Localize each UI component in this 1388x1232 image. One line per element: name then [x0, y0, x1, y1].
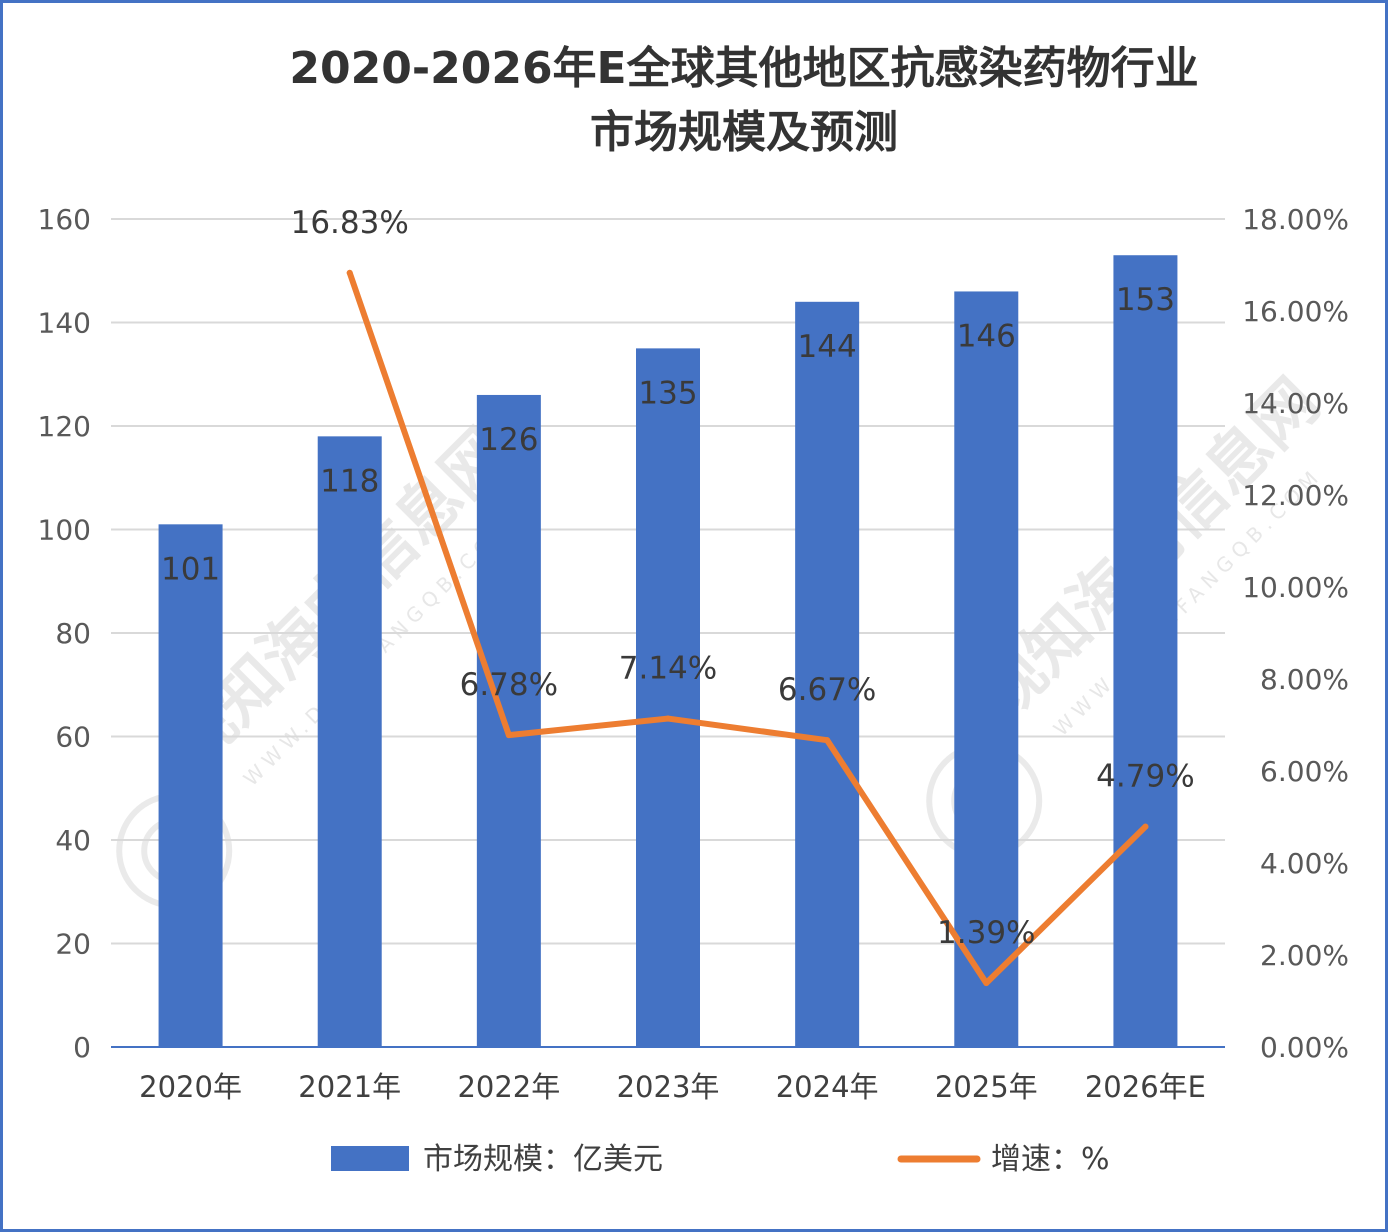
y-left-tick-label: 20 — [55, 928, 91, 961]
chart-canvas: 观知海内信息网WWW.DONGFANGQB.COM观知海内信息网WWW.DONG… — [38, 43, 1349, 1177]
y-right-tick-label: 0.00% — [1260, 1031, 1349, 1064]
y-right-tick-label: 6.00% — [1260, 755, 1349, 788]
y-right-tick-label: 8.00% — [1260, 663, 1349, 696]
x-tick-label: 2023年 — [617, 1070, 720, 1104]
bar-value-label: 126 — [479, 422, 538, 458]
y-left-tick-label: 160 — [38, 203, 91, 236]
y-right-tick-label: 4.00% — [1260, 847, 1349, 880]
bar — [476, 394, 541, 1047]
y-right-tick-label: 14.00% — [1242, 387, 1349, 420]
bar-value-label: 135 — [638, 375, 697, 411]
x-tick-label: 2024年 — [776, 1070, 879, 1104]
legend-item-bar: 市场规模：亿美元 — [331, 1142, 663, 1177]
x-tick-label: 2020年 — [139, 1070, 242, 1104]
x-tick-label: 2022年 — [457, 1070, 560, 1104]
line-value-label: 6.67% — [778, 672, 876, 708]
line-point — [983, 980, 990, 987]
x-tick-label: 2025年 — [935, 1070, 1038, 1104]
line-point — [1142, 823, 1149, 830]
y-left-tick-label: 120 — [38, 410, 91, 443]
x-tick-label: 2021年 — [298, 1070, 401, 1104]
bar — [158, 524, 223, 1047]
legend-label-bar: 市场规模：亿美元 — [423, 1142, 663, 1177]
axes: 0 20 40 60 80 100 120 140 160 0.00% 2.00% 4.00% 6.00… — [38, 203, 1349, 1104]
bar — [636, 348, 700, 1047]
y-right-tick-label: 2.00% — [1260, 939, 1349, 972]
bar-series — [158, 255, 1178, 1048]
y-left-tick-label: 60 — [55, 721, 91, 754]
line-value-label: 4.79% — [1096, 759, 1194, 795]
line-value-label: 6.78% — [460, 667, 558, 703]
legend-label-line: 增速：% — [991, 1142, 1110, 1177]
y-left-tick-label: 0 — [73, 1031, 91, 1064]
y-right-tick-label: 12.00% — [1242, 479, 1349, 512]
bar — [317, 436, 382, 1048]
y-left-tick-label: 40 — [55, 824, 91, 857]
bar-value-label: 101 — [161, 551, 220, 587]
bar — [1113, 255, 1178, 1048]
legend-swatch-bar — [331, 1146, 409, 1171]
y-right-tick-label: 10.00% — [1242, 571, 1349, 604]
bar — [795, 301, 860, 1047]
line-value-label: 1.39% — [937, 915, 1035, 951]
line-series — [346, 269, 1149, 987]
bar-value-label: 118 — [320, 463, 379, 499]
chart-title-line: 2020-2026年E全球其他地区抗感染药物行业 — [289, 43, 1198, 94]
line-value-label: 16.83% — [291, 205, 409, 241]
bar-value-label: 144 — [798, 329, 857, 365]
x-tick-label: 2026年E — [1085, 1070, 1206, 1104]
bar — [954, 291, 1019, 1047]
line-value-label: 7.14% — [619, 651, 717, 687]
bar-value-label: 153 — [1116, 282, 1175, 318]
chart-title-line: 市场规模及预测 — [590, 107, 898, 158]
y-left-tick-label: 140 — [38, 307, 91, 340]
legend-item-line: 增速：% — [897, 1142, 1110, 1177]
y-right-tick-label: 18.00% — [1242, 203, 1349, 236]
y-left-tick-label: 80 — [55, 617, 91, 650]
y-left-tick-label: 100 — [38, 514, 91, 547]
y-right-tick-label: 16.00% — [1242, 295, 1349, 328]
legend: 市场规模：亿美元 增速：% — [331, 1142, 1110, 1177]
line-point — [346, 269, 353, 276]
growth-line — [346, 269, 1149, 987]
line-point — [665, 715, 671, 722]
line-point — [824, 737, 831, 744]
bar-value-label: 146 — [957, 318, 1016, 354]
watermark: 观知海内信息网WWW.DONGFANGQB.COM观知海内信息网WWW.DONG… — [116, 365, 1334, 909]
data-labels: 101 118 126 135 144 146 153 16.83% 6.78% 7.14% 6.6… — [161, 205, 1195, 951]
line-point — [505, 732, 512, 739]
